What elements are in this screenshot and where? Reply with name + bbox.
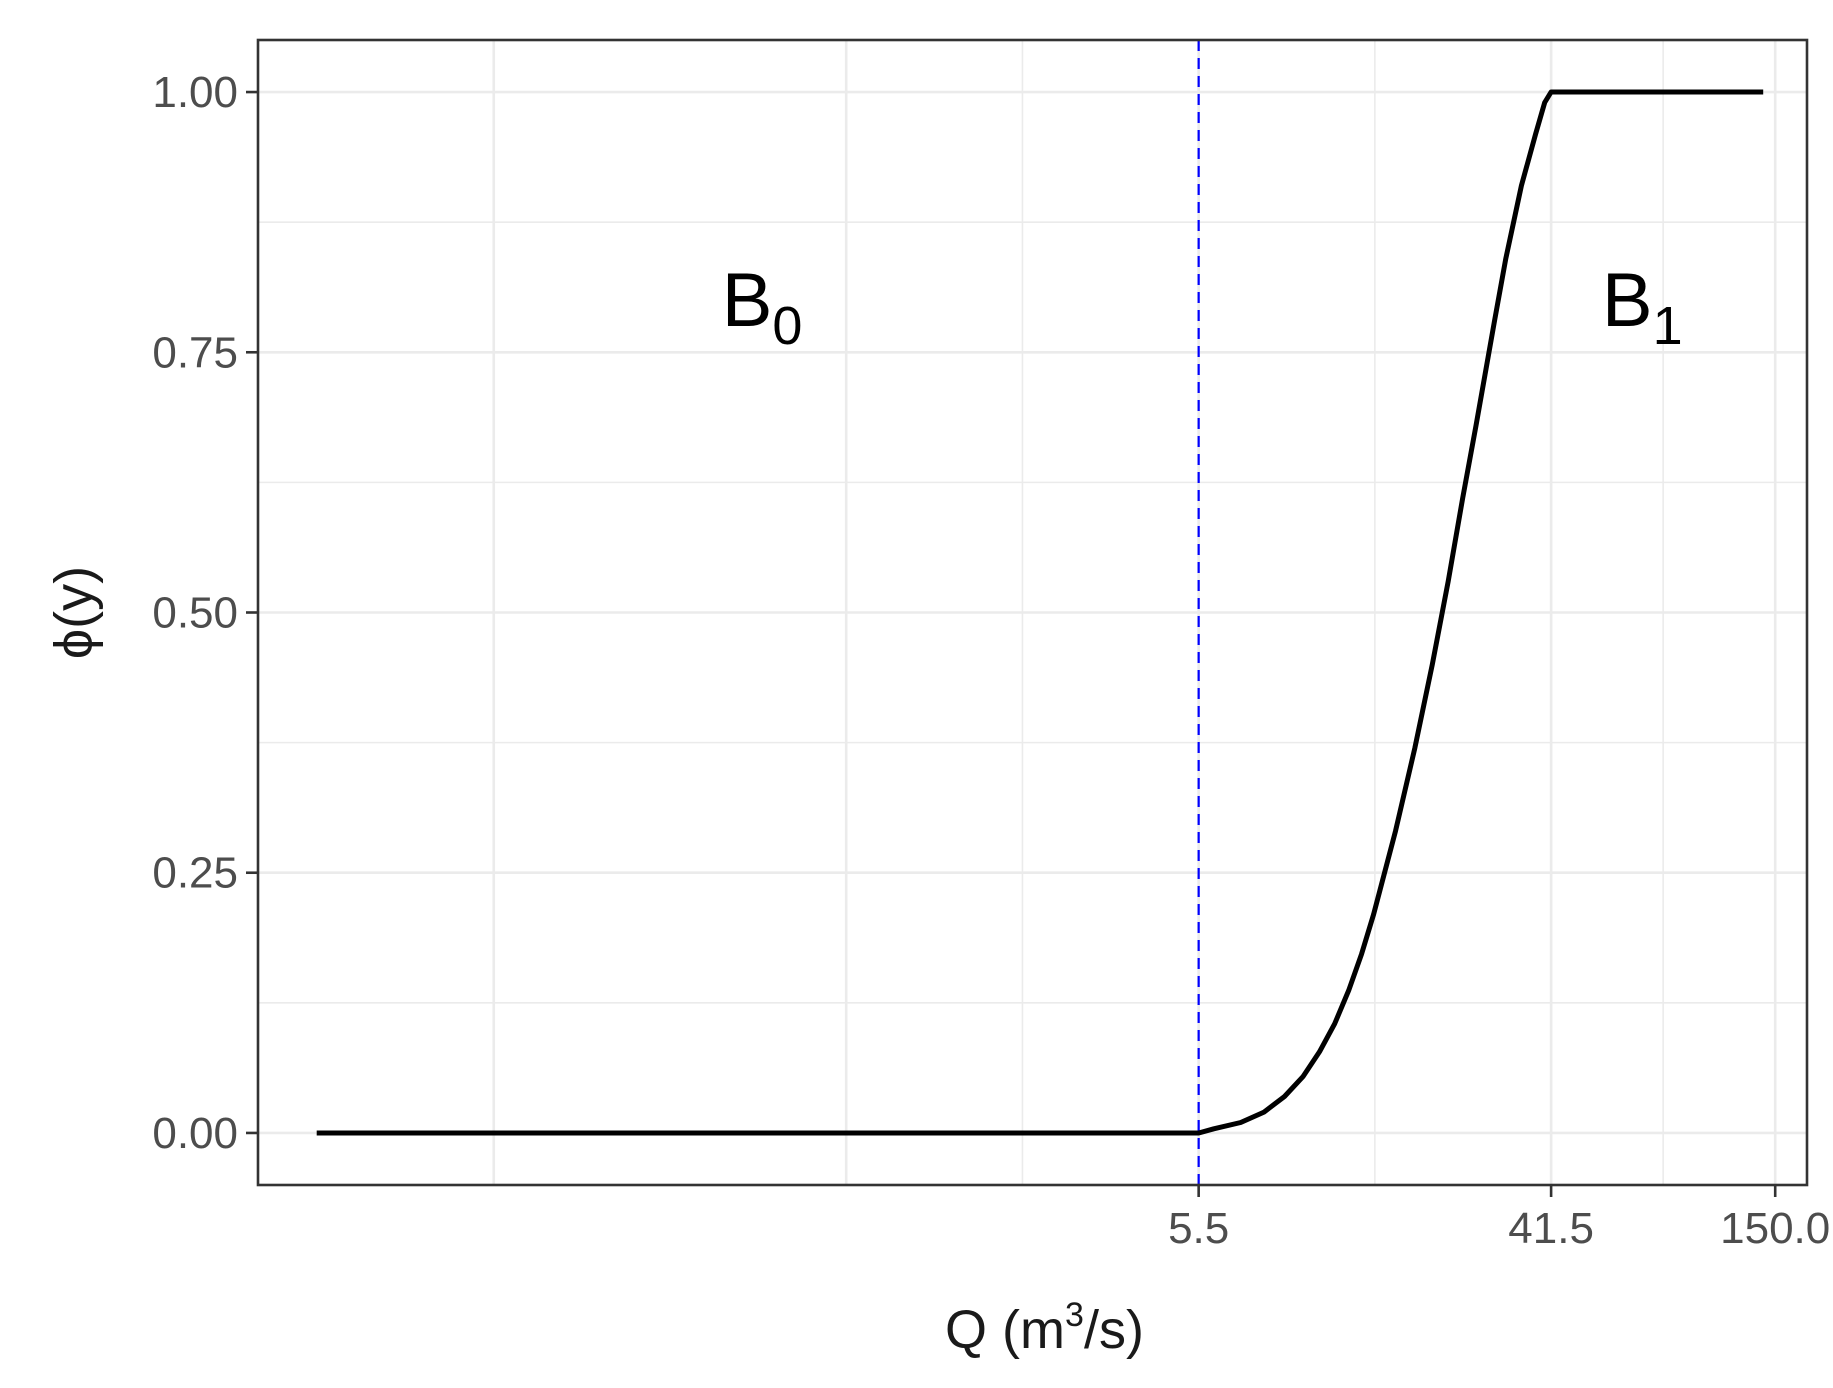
x-tick-label: 5.5	[1168, 1204, 1229, 1253]
region-label-subscript: 0	[772, 296, 802, 356]
region-label-subscript: 1	[1653, 296, 1683, 356]
region-label: B1	[1602, 258, 1683, 356]
x-axis-ticks: 5.5 41.5 150.0	[1168, 1185, 1830, 1253]
y-axis-title: ϕ(y)	[44, 566, 104, 659]
y-tick-label: 0.50	[152, 589, 238, 638]
y-axis-ticks: 0.00 0.25 0.50 0.75 1.00	[152, 68, 258, 1158]
y-tick-label: 0.75	[152, 328, 238, 377]
x-axis-title: Q (m3/s)	[945, 1296, 1144, 1360]
x-axis-title-main: Q (m	[945, 1300, 1065, 1360]
x-axis-title-sup: 3	[1065, 1296, 1084, 1334]
region-label: B0	[722, 258, 803, 356]
region-label-base: B	[1602, 258, 1653, 343]
region-label-base: B	[722, 258, 773, 343]
y-tick-label: 0.25	[152, 849, 238, 898]
y-tick-label: 0.00	[152, 1109, 238, 1158]
region-labels: B0 B1	[722, 258, 1683, 356]
x-axis-title-tail: /s)	[1084, 1300, 1144, 1360]
y-tick-label: 1.00	[152, 68, 238, 117]
x-tick-label: 150.0	[1720, 1204, 1830, 1253]
x-tick-label: 41.5	[1508, 1204, 1594, 1253]
series-line	[316, 89, 1764, 1136]
major-gridlines	[258, 40, 1807, 1185]
